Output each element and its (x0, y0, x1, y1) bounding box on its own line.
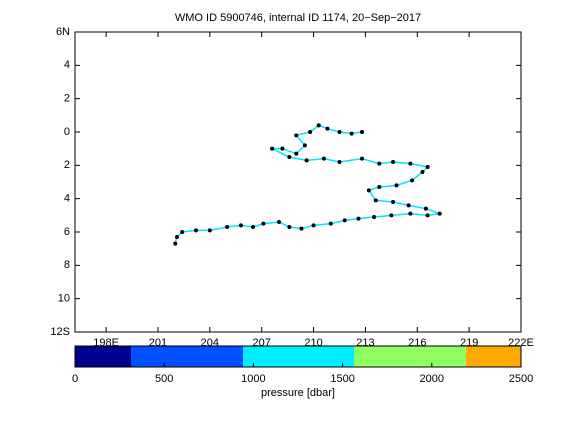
colorbar-tick-label: 2000 (420, 373, 444, 385)
y-tick-label: 4 (64, 59, 70, 71)
colorbar-tick-label: 2500 (509, 373, 533, 385)
track-point (294, 133, 299, 138)
colorbar-segment (75, 346, 132, 367)
track-point (180, 230, 185, 234)
track-point (420, 170, 425, 174)
y-tick-label: 6 (64, 226, 70, 238)
track-point (302, 143, 307, 148)
colorbar-tick-label: 1500 (330, 373, 354, 385)
chart-title: WMO ID 5900746, internal ID 1174, 20−Sep… (175, 12, 421, 24)
track-point (359, 130, 364, 134)
track-point (299, 226, 304, 231)
track-point (394, 183, 399, 188)
track-point (377, 161, 382, 166)
track-point (342, 218, 347, 223)
track-point (207, 228, 212, 233)
track-point (173, 241, 178, 246)
track-point (349, 131, 354, 136)
track-point (294, 151, 299, 156)
track-point (337, 130, 342, 134)
track-point (425, 213, 430, 218)
track-point (408, 161, 413, 166)
track-point (261, 221, 266, 226)
track-point (287, 225, 292, 229)
track-point (311, 223, 316, 228)
track-point (359, 156, 364, 161)
colorbar-segment (131, 346, 244, 367)
track-point (316, 123, 321, 128)
colorbar-segment (243, 346, 355, 367)
colorbar-label: pressure [dbar] (261, 387, 335, 399)
y-tick-label: 2 (64, 93, 70, 105)
track-point (356, 216, 361, 221)
track-point (389, 213, 394, 218)
track-point (194, 228, 199, 233)
track-point (325, 126, 330, 131)
track-point (251, 225, 256, 229)
colorbar-segment (354, 346, 467, 367)
track-point (372, 215, 377, 219)
track-point (377, 185, 382, 189)
colorbar-tick-label: 1000 (241, 373, 265, 385)
track-point (337, 160, 342, 164)
track-point (276, 220, 281, 224)
y-tick-label: 12S (50, 326, 70, 338)
track-point (391, 200, 396, 204)
plot-area (74, 31, 522, 333)
y-tick-label: 4 (64, 193, 70, 205)
colorbar-frame (74, 345, 522, 368)
y-tick-label: 6N (56, 26, 70, 38)
track-point (410, 178, 415, 183)
y-tick-label: 2 (64, 159, 70, 171)
track-point (280, 146, 285, 151)
track-point (373, 198, 378, 203)
track-point (304, 158, 309, 163)
y-tick-label: 8 (64, 259, 70, 271)
track-point (408, 211, 413, 216)
colorbar-tick-label: 500 (155, 373, 173, 385)
track-point (406, 203, 411, 208)
track-point (328, 221, 333, 226)
track-point (391, 160, 396, 164)
colorbar-segment (466, 346, 521, 367)
track-point (423, 206, 428, 211)
y-tick-label: 10 (58, 293, 70, 305)
track-point (174, 235, 179, 239)
track-point (270, 146, 275, 151)
y-tick-label: 0 (64, 126, 70, 138)
colorbar-tick-label: 0 (72, 373, 78, 385)
track-point (238, 223, 243, 228)
track-point (308, 130, 313, 134)
track-line (174, 124, 441, 244)
track-point (225, 225, 230, 229)
track-point (366, 188, 371, 193)
track-point (321, 156, 326, 161)
track-point (287, 155, 292, 159)
track-point (437, 211, 442, 216)
track-point (425, 165, 430, 169)
